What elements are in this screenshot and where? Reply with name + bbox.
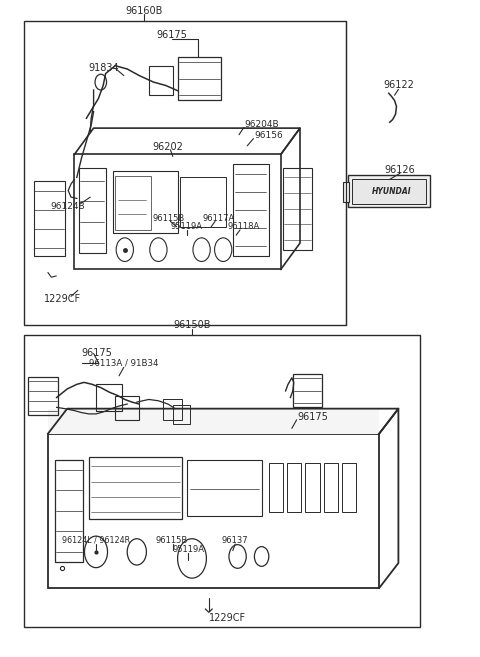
Bar: [293, 374, 322, 407]
Bar: [55, 460, 83, 562]
Text: 95119A: 95119A: [170, 222, 202, 231]
Bar: [343, 182, 349, 202]
Text: 96124L / 96124R: 96124L / 96124R: [62, 535, 130, 545]
Bar: [180, 177, 226, 227]
Bar: [163, 399, 182, 420]
Bar: [269, 463, 283, 512]
Text: 1229CF: 1229CF: [209, 612, 247, 623]
Text: 96202: 96202: [153, 141, 183, 152]
Text: 95119A: 95119A: [172, 545, 204, 554]
Text: 96117A: 96117A: [202, 214, 235, 223]
Text: 96115B: 96115B: [156, 535, 188, 545]
Bar: [233, 164, 269, 256]
Text: 96175: 96175: [82, 348, 112, 359]
Text: 91834: 91834: [88, 63, 119, 74]
Bar: [352, 179, 426, 204]
Bar: [74, 154, 281, 269]
Bar: [48, 409, 379, 434]
Text: 1229CF: 1229CF: [44, 294, 81, 304]
Text: 96175: 96175: [298, 411, 328, 422]
Bar: [305, 463, 320, 512]
Bar: [173, 405, 190, 424]
Text: 96122: 96122: [383, 80, 414, 91]
Bar: [287, 463, 301, 512]
Text: 96156: 96156: [254, 131, 283, 141]
Bar: [113, 171, 178, 233]
Bar: [34, 181, 65, 256]
Bar: [24, 21, 346, 325]
Bar: [283, 168, 312, 250]
Text: 96124B: 96124B: [51, 202, 85, 211]
Bar: [348, 175, 430, 207]
Text: 96115B: 96115B: [153, 214, 185, 223]
Text: 96160B: 96160B: [125, 5, 163, 16]
Text: 96204B: 96204B: [245, 120, 279, 129]
Text: 96126: 96126: [384, 164, 415, 175]
Text: HYUNDAI: HYUNDAI: [372, 187, 411, 196]
Bar: [48, 434, 379, 588]
Bar: [28, 377, 58, 415]
Bar: [79, 168, 106, 253]
Bar: [324, 463, 338, 512]
Text: 96150B: 96150B: [173, 320, 211, 330]
Bar: [342, 463, 356, 512]
Bar: [24, 335, 420, 627]
Text: 96137: 96137: [222, 535, 249, 545]
Bar: [149, 66, 173, 95]
Text: 96175: 96175: [156, 30, 187, 41]
Bar: [187, 460, 262, 516]
Bar: [115, 176, 151, 230]
Text: 96118A: 96118A: [228, 222, 260, 231]
Bar: [89, 457, 182, 519]
Bar: [96, 384, 122, 411]
Bar: [178, 57, 221, 100]
Text: 96113A / 91B34: 96113A / 91B34: [89, 359, 158, 368]
Bar: [115, 396, 139, 420]
